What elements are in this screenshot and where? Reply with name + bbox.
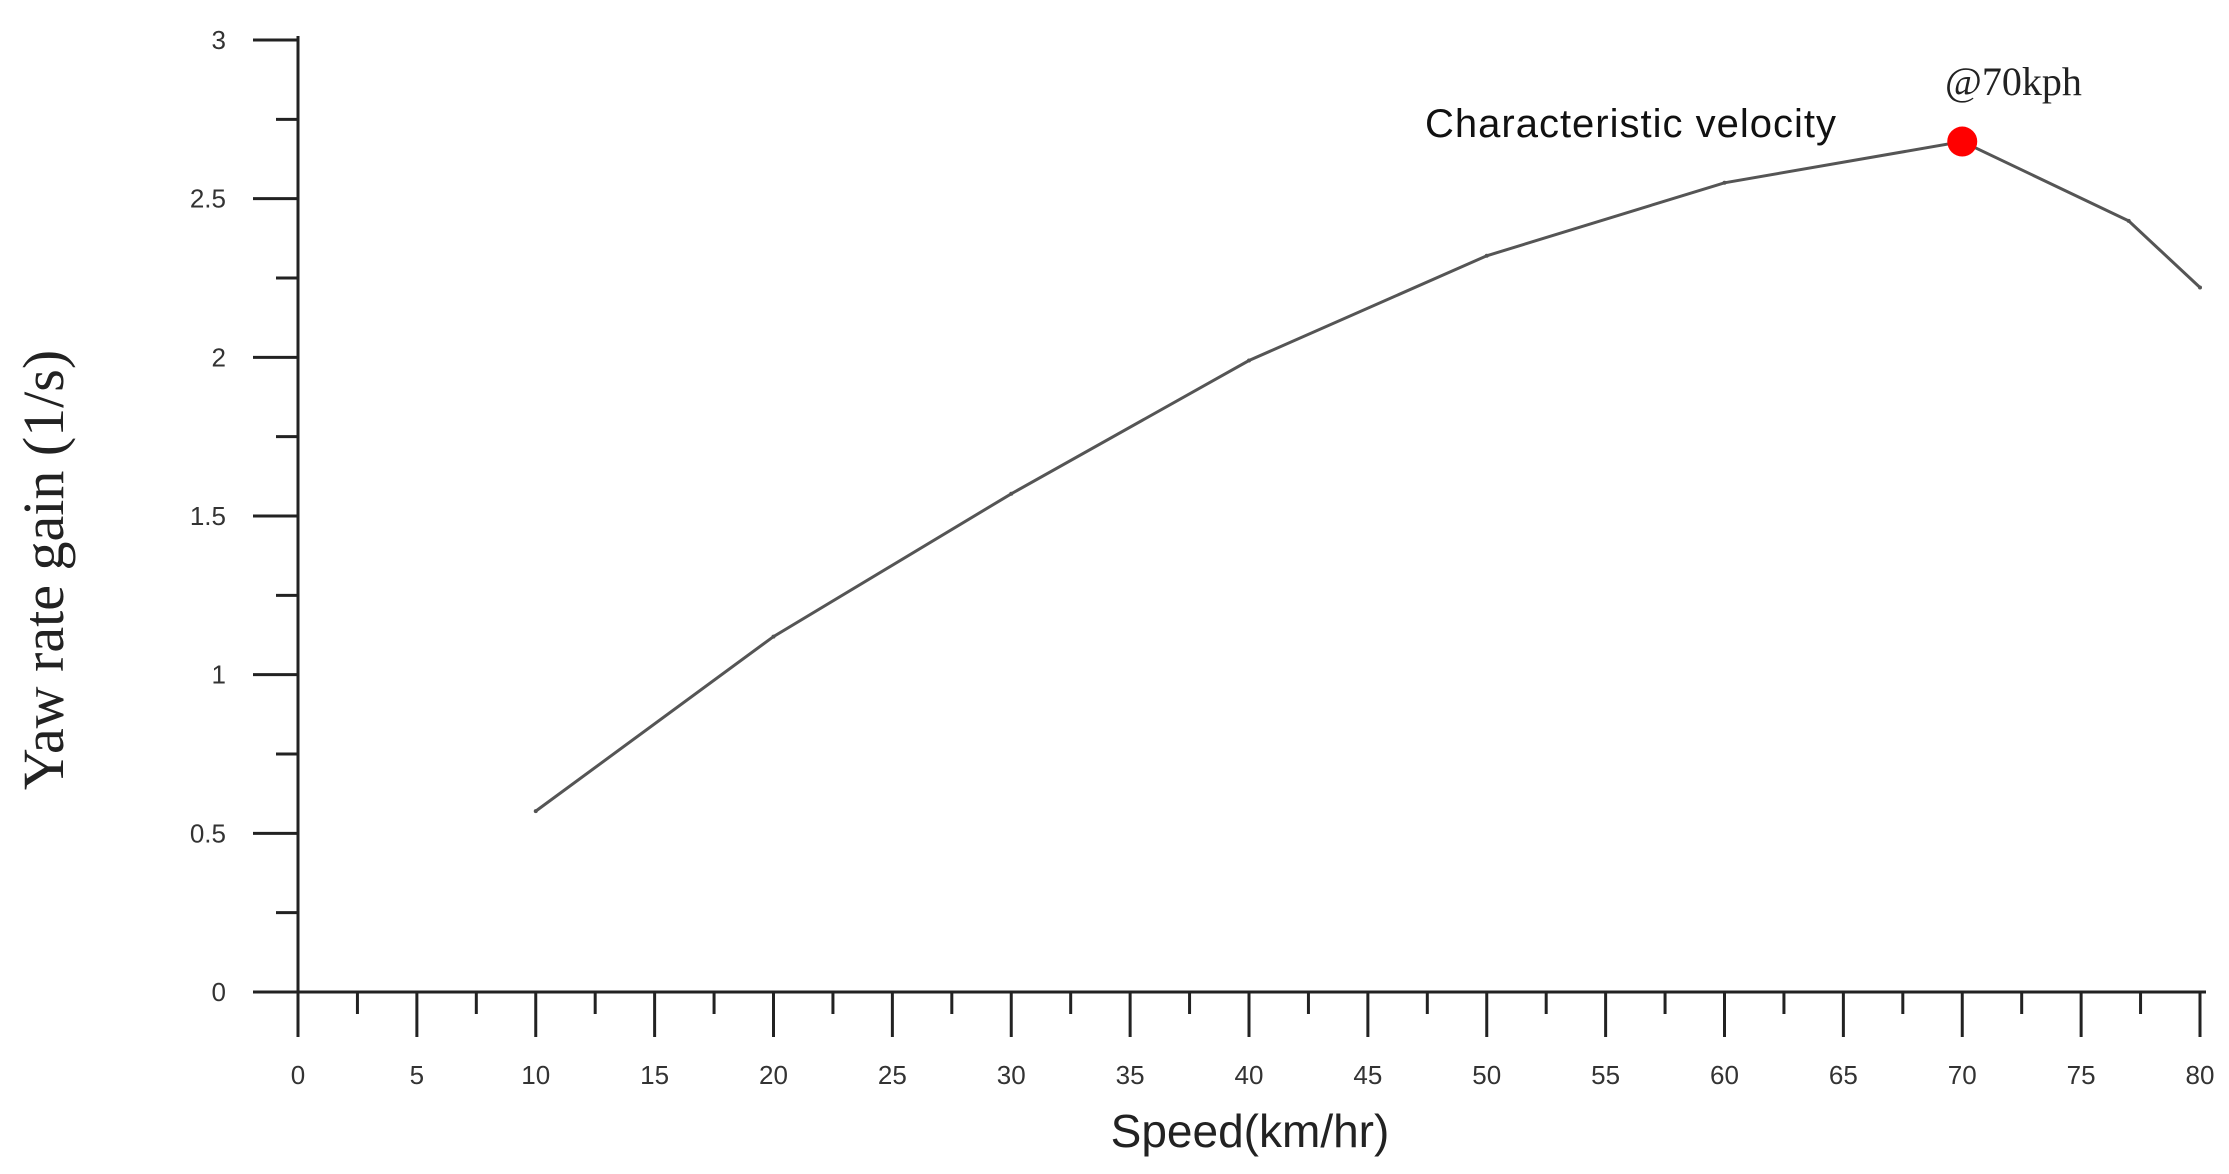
annotation-70kph: @70kph [1945, 59, 2082, 104]
x-tick-label: 75 [2067, 1060, 2096, 1090]
x-tick-label: 15 [640, 1060, 669, 1090]
x-tick-label: 40 [1235, 1060, 1264, 1090]
y-axis-label: Yaw rate gain (1/s) [11, 350, 76, 790]
data-points [533, 139, 2202, 814]
characteristic-velocity-marker [1947, 126, 1978, 157]
data-point [1247, 358, 1251, 363]
data-point [1722, 180, 1727, 185]
x-tick-label: 50 [1472, 1060, 1501, 1090]
x-tick-label: 65 [1829, 1060, 1858, 1090]
x-tick-label: 70 [1948, 1060, 1977, 1090]
x-tick-label: 80 [2186, 1060, 2215, 1090]
y-tick-label: 1 [212, 660, 226, 690]
x-tick-label: 30 [997, 1060, 1026, 1090]
x-tick-label: 5 [410, 1060, 424, 1090]
x-tick-label: 35 [1116, 1060, 1145, 1090]
x-tick-label: 55 [1591, 1060, 1620, 1090]
y-tick-label: 1.5 [190, 501, 226, 531]
series-line [534, 139, 2202, 813]
x-tick-label: 20 [759, 1060, 788, 1090]
x-tick-label: 60 [1710, 1060, 1739, 1090]
x-axis-label: Speed(km/hr) [1111, 1105, 1390, 1157]
x-tick-label: 45 [1353, 1060, 1382, 1090]
data-point [1009, 491, 1014, 496]
axes [253, 36, 2206, 994]
y-tick-label: 2.5 [190, 184, 226, 214]
y-tick-label: 0 [212, 977, 226, 1007]
data-point [1484, 253, 1489, 258]
x-tick-label: 25 [878, 1060, 907, 1090]
data-point [2198, 285, 2202, 290]
y-tick-label: 2 [212, 342, 226, 372]
annotation-characteristic-velocity: Characteristic velocity [1425, 102, 1837, 146]
data-point [2126, 218, 2131, 223]
data-point [533, 809, 538, 814]
x-tick-label: 0 [291, 1060, 305, 1090]
x-ticks: 0 5 10 15 20 25 30 35 40 45 50 55 60 65 70 75 80 [291, 992, 2215, 1090]
y-ticks: 0 0.5 1 1.5 2 2.5 3 [190, 25, 298, 1007]
data-point [771, 634, 776, 639]
y-tick-label: 3 [212, 25, 226, 55]
x-tick-label: 10 [521, 1060, 550, 1090]
y-tick-label: 0.5 [190, 818, 226, 848]
